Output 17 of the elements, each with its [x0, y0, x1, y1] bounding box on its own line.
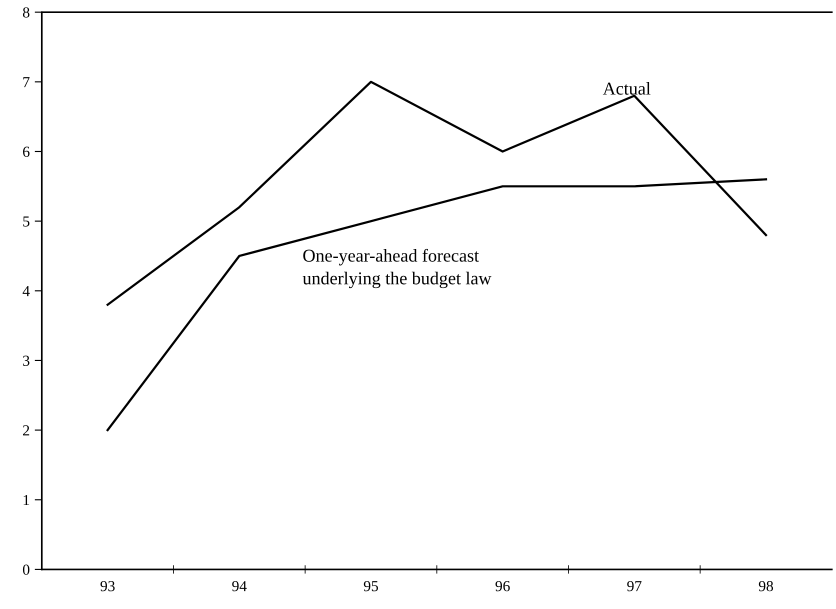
series-label: Actual	[602, 82, 650, 95]
x-tick-label: 95	[364, 581, 378, 592]
y-tick-label: 7	[23, 77, 30, 88]
x-tick-label: 93	[100, 581, 115, 592]
y-tick-label: 3	[23, 356, 30, 366]
x-tick-label: 96	[496, 581, 510, 592]
y-tick-label: 8	[22, 7, 30, 18]
y-tick-label: 1	[24, 494, 30, 506]
y-tick-label: 0	[22, 564, 30, 575]
y-tick-label: 2	[23, 425, 30, 436]
y-tick-label: 5	[23, 216, 30, 227]
series-label: One-year-ahead forecast underlying the budget law	[302, 248, 492, 288]
y-tick-label: 4	[22, 286, 30, 296]
y-tick-label: 6	[23, 146, 30, 157]
x-tick-label: 98	[758, 580, 774, 592]
x-tick-label: 97	[627, 581, 642, 592]
x-tick-label: 94	[232, 581, 247, 592]
